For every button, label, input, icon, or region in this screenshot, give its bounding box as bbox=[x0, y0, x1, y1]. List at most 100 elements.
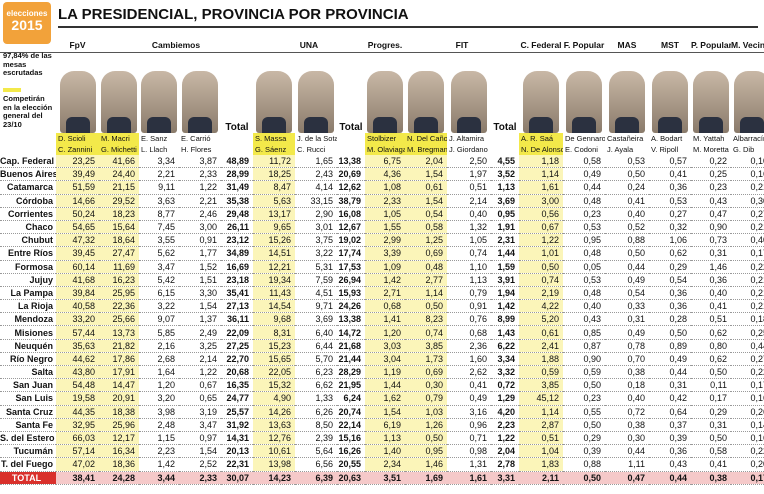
value-cell: 1,42 bbox=[139, 457, 179, 472]
value-cell: 0,29 bbox=[649, 260, 691, 274]
value-cell: 1,08 bbox=[365, 180, 405, 195]
total-value-cell: 0,95 bbox=[491, 207, 519, 221]
value-cell: 18,25 bbox=[253, 167, 295, 182]
value-cell: 0,57 bbox=[649, 155, 691, 169]
candidate-name: S. Massa bbox=[253, 133, 295, 144]
total-value-cell: 30,07 bbox=[221, 471, 253, 485]
value-cell: 0,40 bbox=[731, 233, 764, 248]
value-cell: 5,42 bbox=[139, 273, 179, 287]
candidate-name: Castañeira bbox=[607, 134, 644, 143]
value-cell: 2,62 bbox=[447, 365, 491, 380]
value-cell: 2,14 bbox=[447, 194, 491, 208]
table-row: Buenos Aires 39,49 24,40 2,21 2,33 28,99 18,25… bbox=[0, 167, 764, 182]
value-cell: 1,41 bbox=[365, 312, 405, 327]
total-value-cell: 16,08 bbox=[337, 207, 365, 221]
value-cell: 17,91 bbox=[99, 365, 139, 380]
total-value-cell: 16,69 bbox=[221, 260, 253, 274]
value-cell: 1,61 bbox=[519, 180, 563, 195]
vice-candidate-name: V. Ripoll bbox=[651, 145, 679, 154]
value-cell: 0,53 bbox=[563, 220, 605, 235]
value-cell: 0,36 bbox=[649, 299, 691, 314]
total-value-cell: 1,13 bbox=[491, 180, 519, 195]
total-spacer bbox=[221, 144, 253, 155]
value-cell: 0,58 bbox=[563, 155, 605, 169]
value-cell: 0,27 bbox=[649, 207, 691, 221]
value-cell: 1,31 bbox=[447, 457, 491, 472]
province-name: Chubut bbox=[0, 233, 56, 248]
province-name: Entre Ríos bbox=[0, 246, 56, 261]
label-spacer bbox=[0, 144, 56, 155]
vice-candidate-name: M. Bregman bbox=[405, 144, 447, 155]
value-cell: 2,23 bbox=[139, 444, 179, 459]
value-cell: 1,14 bbox=[519, 405, 563, 419]
total-value-cell: 2,04 bbox=[491, 444, 519, 459]
value-cell: 3,03 bbox=[365, 339, 405, 353]
value-cell: 0,95 bbox=[563, 233, 605, 248]
value-cell: 0,22 bbox=[731, 444, 764, 459]
total-value-cell: 20,63 bbox=[337, 471, 365, 485]
vice-candidate-name: G. Michetti bbox=[99, 144, 139, 155]
total-value-cell: 17,74 bbox=[337, 246, 365, 261]
title-rule bbox=[58, 26, 758, 28]
value-cell: 0,49 bbox=[605, 273, 649, 287]
party-mst: MST bbox=[649, 38, 691, 53]
value-cell: 2,33 bbox=[179, 167, 221, 182]
value-cell: 0,59 bbox=[519, 365, 563, 380]
value-cell: 47,02 bbox=[56, 457, 99, 472]
candidate-photo bbox=[253, 53, 295, 133]
vice-candidate-name: C. Zannini bbox=[56, 144, 99, 155]
value-cell: 14,47 bbox=[99, 378, 139, 393]
total-value-cell: 2,78 bbox=[491, 457, 519, 472]
value-cell: 51,59 bbox=[56, 180, 99, 195]
table-row: Río Negro 44,62 17,86 2,68 2,14 22,70 15,65 5,7… bbox=[0, 352, 764, 367]
value-cell: 33,20 bbox=[56, 312, 99, 327]
value-cell: 0,50 bbox=[563, 378, 605, 393]
candidate-photo bbox=[179, 53, 221, 133]
value-cell: 0,50 bbox=[605, 246, 649, 261]
value-cell: 19,34 bbox=[253, 273, 295, 287]
value-cell: 1,19 bbox=[365, 365, 405, 380]
value-cell: 0,50 bbox=[563, 418, 605, 432]
value-cell: 0,91 bbox=[179, 233, 221, 248]
total-value-cell: 21,95 bbox=[337, 378, 365, 393]
vice-candidate-name: G. Sáenz bbox=[253, 144, 295, 155]
value-cell: 15,65 bbox=[253, 352, 295, 367]
value-cell: 0,54 bbox=[405, 207, 447, 221]
value-cell: 1,15 bbox=[139, 431, 179, 446]
province-name: Misiones bbox=[0, 325, 56, 340]
value-cell: 0,98 bbox=[447, 444, 491, 459]
value-cell: 0,62 bbox=[691, 352, 731, 367]
table-row: T. del Fuego 47,02 18,36 1,42 2,52 22,31 13,98… bbox=[0, 457, 764, 472]
value-cell: 0,49 bbox=[447, 391, 491, 406]
province-name: T. del Fuego bbox=[0, 457, 56, 472]
scrutiny-note: 97,84% de las mesas escrutadas bbox=[3, 51, 52, 78]
value-cell: 0,05 bbox=[563, 260, 605, 274]
candidate-name: M. Macri bbox=[99, 133, 139, 144]
value-cell: 1,54 bbox=[179, 299, 221, 314]
total-header: Total bbox=[339, 122, 363, 133]
value-cell: 1,20 bbox=[365, 325, 405, 340]
value-cell: 0,36 bbox=[649, 180, 691, 195]
value-cell: 2,50 bbox=[447, 155, 491, 169]
value-cell: 5,64 bbox=[295, 444, 337, 459]
candidate-photo bbox=[99, 53, 139, 133]
value-cell: 0,50 bbox=[691, 431, 731, 446]
value-cell: 0,36 bbox=[691, 273, 731, 287]
value-cell: 14,26 bbox=[253, 405, 295, 419]
vice-candidate-name: M. Moretta bbox=[693, 145, 729, 154]
value-cell: 0,50 bbox=[649, 325, 691, 340]
value-cell: 0,65 bbox=[179, 391, 221, 406]
total-value-cell: 20,68 bbox=[221, 365, 253, 380]
value-cell: 7,59 bbox=[295, 273, 337, 287]
value-cell: 3,87 bbox=[179, 155, 221, 169]
province-name: La Rioja bbox=[0, 299, 56, 314]
value-cell: 0,21 bbox=[731, 180, 764, 195]
province-name: Santa Fe bbox=[0, 418, 56, 432]
value-cell: 1,44 bbox=[365, 378, 405, 393]
value-cell: 0,26 bbox=[731, 405, 764, 419]
value-cell: 2,43 bbox=[295, 167, 337, 182]
value-cell: 1,73 bbox=[405, 352, 447, 367]
value-cell: 3,44 bbox=[139, 471, 179, 485]
value-cell: 1,55 bbox=[365, 220, 405, 235]
value-cell: 6,44 bbox=[295, 339, 337, 353]
